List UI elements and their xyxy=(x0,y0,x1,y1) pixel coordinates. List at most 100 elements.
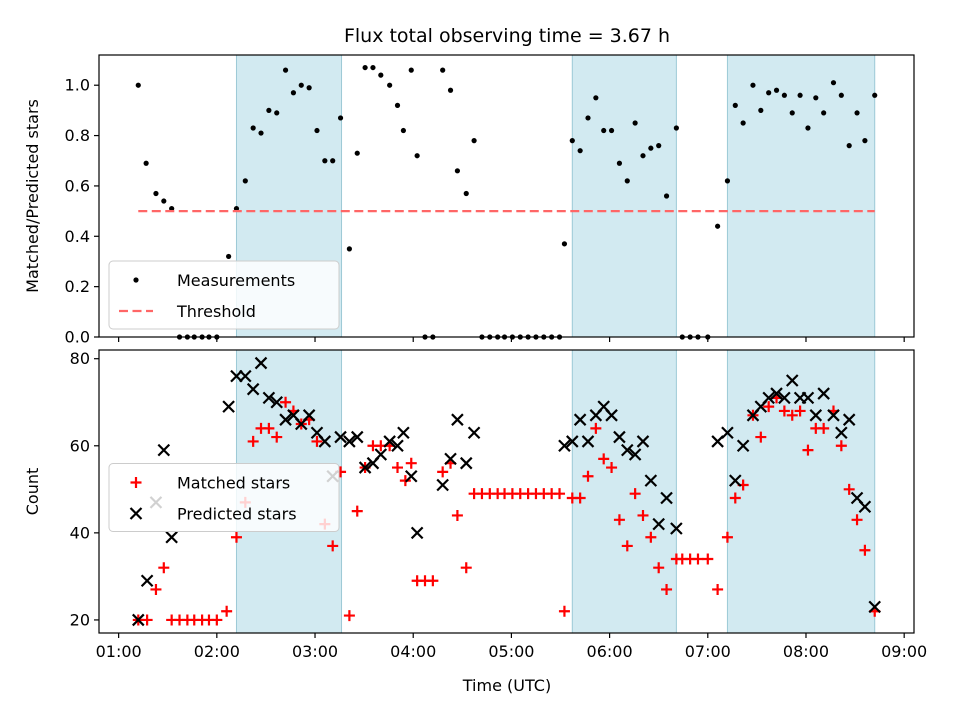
legend-box xyxy=(108,463,340,532)
x-tick-label: 05:00 xyxy=(488,642,534,661)
data-point xyxy=(851,514,863,526)
shaded-interval-1 xyxy=(571,54,677,338)
data-point xyxy=(561,241,568,247)
data-point xyxy=(648,145,654,151)
x-tick-label: 03:00 xyxy=(292,642,338,661)
data-point xyxy=(835,426,848,440)
data-point xyxy=(271,431,283,443)
data-point xyxy=(692,553,704,565)
data-point xyxy=(636,435,650,448)
data-point xyxy=(250,125,256,131)
data-point xyxy=(673,125,679,131)
shaded-interval-2 xyxy=(726,54,876,338)
data-point xyxy=(298,82,304,88)
legend-swatch xyxy=(130,477,142,488)
series-measurements xyxy=(135,64,878,340)
data-point xyxy=(750,82,756,88)
data-point xyxy=(354,150,360,156)
data-point xyxy=(397,426,410,440)
data-point xyxy=(140,574,154,588)
data-point xyxy=(637,509,649,521)
data-point xyxy=(254,356,268,370)
data-point xyxy=(311,435,323,447)
data-point xyxy=(141,614,153,626)
data-point xyxy=(652,517,665,531)
data-point xyxy=(554,488,566,500)
data-point xyxy=(135,82,141,88)
data-point xyxy=(781,92,787,98)
data-point xyxy=(740,120,746,126)
data-point xyxy=(258,130,264,136)
data-point xyxy=(653,562,665,574)
data-point xyxy=(821,110,827,116)
data-point xyxy=(460,562,472,574)
data-point xyxy=(794,405,806,417)
data-point xyxy=(362,64,368,71)
data-point xyxy=(387,82,393,88)
data-point xyxy=(762,391,775,405)
y-tick-label: 0.6 xyxy=(65,176,90,195)
data-point xyxy=(378,72,384,78)
y-axis-label: Matched/Predicted stars xyxy=(23,99,42,293)
data-point xyxy=(158,562,170,574)
y-tick-label: 1.0 xyxy=(65,76,90,95)
data-point xyxy=(577,148,583,154)
legend-label: Threshold xyxy=(176,302,256,321)
data-point xyxy=(437,466,449,478)
chart-title: Flux total observing time = 3.67 h xyxy=(344,25,670,47)
data-point xyxy=(862,138,868,144)
data-point xyxy=(835,440,847,452)
data-point xyxy=(211,614,223,626)
data-point xyxy=(830,80,837,86)
data-point xyxy=(843,483,855,495)
data-point xyxy=(408,67,414,73)
data-point xyxy=(558,605,570,617)
data-point xyxy=(351,505,363,517)
data-point xyxy=(773,87,780,93)
legend: Matched stars Predicted stars xyxy=(108,463,340,532)
x-tick-label: 01:00 xyxy=(96,642,142,661)
data-point xyxy=(143,160,149,166)
data-point xyxy=(872,92,878,98)
shaded-interval-1 xyxy=(571,349,677,634)
data-point xyxy=(606,462,618,474)
data-point xyxy=(663,193,670,199)
legend-swatch xyxy=(133,277,139,283)
data-point xyxy=(608,127,615,134)
data-point xyxy=(440,67,446,73)
data-point xyxy=(813,95,819,101)
data-point xyxy=(279,413,292,426)
data-point xyxy=(454,168,461,174)
data-point xyxy=(280,396,292,408)
data-point xyxy=(447,87,454,93)
data-point xyxy=(670,522,683,535)
data-point xyxy=(314,127,320,134)
data-point xyxy=(736,439,750,453)
data-point xyxy=(337,115,344,121)
data-point xyxy=(724,178,731,184)
data-point xyxy=(660,491,673,505)
data-point xyxy=(868,600,882,614)
data-point xyxy=(778,405,790,417)
data-point xyxy=(729,474,742,487)
data-point xyxy=(581,435,595,448)
data-point xyxy=(805,125,811,131)
data-point xyxy=(770,387,783,400)
data-point xyxy=(262,391,276,405)
data-point xyxy=(858,500,872,514)
data-point xyxy=(797,92,803,98)
shaded-interval-2 xyxy=(726,349,876,634)
data-point xyxy=(846,143,852,149)
plot-frame xyxy=(98,349,915,634)
legend: Measurements Threshold xyxy=(108,260,340,330)
data-point xyxy=(405,457,417,469)
y-tick-label: 60 xyxy=(70,436,90,455)
data-point xyxy=(222,400,235,413)
x-axis-label: Time (UTC) xyxy=(462,676,551,695)
data-point xyxy=(859,544,871,556)
data-point xyxy=(334,430,347,444)
y-tick-label: 20 xyxy=(70,610,90,629)
y-tick-label: 80 xyxy=(70,349,90,368)
data-point xyxy=(644,474,658,487)
